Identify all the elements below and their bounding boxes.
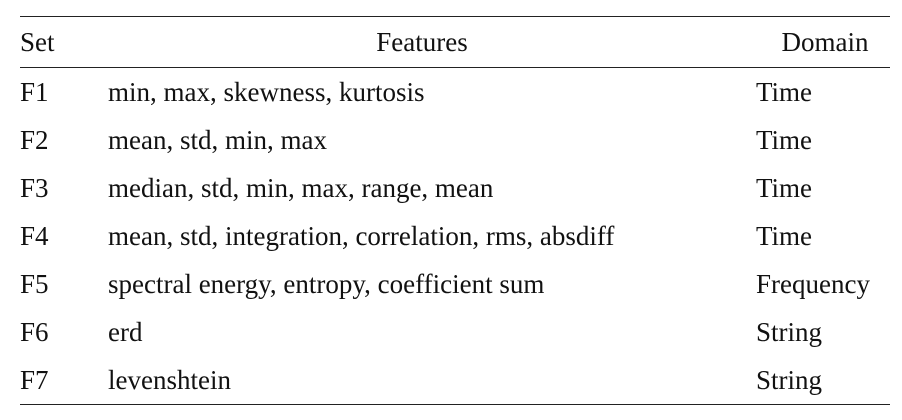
cell-domain: Time <box>756 125 813 155</box>
table-row: F2 mean, std, min, max Time <box>20 116 890 164</box>
table-row: F5 spectral energy, entropy, coefficient… <box>20 260 890 308</box>
cell-domain: Frequency <box>756 269 870 299</box>
table-row: F1 min, max, skewness, kurtosis Time <box>20 68 890 117</box>
cell-set: F7 <box>20 365 49 395</box>
cell-domain: Time <box>756 221 813 251</box>
cell-set: F4 <box>20 221 49 251</box>
cell-set: F6 <box>20 317 49 347</box>
header-set: Set <box>20 27 55 57</box>
cell-features: min, max, skewness, kurtosis <box>108 77 425 107</box>
table-row: F6 erd String <box>20 308 890 356</box>
cell-features: levenshtein <box>108 365 231 395</box>
cell-set: F2 <box>20 125 49 155</box>
cell-domain: Time <box>756 77 813 107</box>
table-row: F7 levenshtein String <box>20 356 890 405</box>
cell-features: mean, std, min, max <box>108 125 327 155</box>
cell-features: spectral energy, entropy, coefficient su… <box>108 269 545 299</box>
header-features: Features <box>376 27 468 57</box>
cell-domain: String <box>756 365 823 395</box>
cell-set: F1 <box>20 77 49 107</box>
header-row: Set Features Domain <box>20 16 890 68</box>
table-row: F4 mean, std, integration, correlation, … <box>20 212 890 260</box>
cell-features: median, std, min, max, range, mean <box>108 173 494 203</box>
table-body: F1 min, max, skewness, kurtosis Time F2 … <box>20 68 890 405</box>
feature-sets-table-container: Set Features Domain F1 min, max, skewnes… <box>20 16 890 405</box>
cell-features: erd <box>108 317 143 347</box>
cell-set: F5 <box>20 269 49 299</box>
feature-sets-table: Set Features Domain F1 min, max, skewnes… <box>20 16 890 405</box>
table-row: F3 median, std, min, max, range, mean Ti… <box>20 164 890 212</box>
cell-features: mean, std, integration, correlation, rms… <box>108 221 615 251</box>
header-domain: Domain <box>781 27 869 57</box>
cell-set: F3 <box>20 173 49 203</box>
table-header: Set Features Domain <box>20 16 890 68</box>
cell-domain: Time <box>756 173 813 203</box>
cell-domain: String <box>756 317 823 347</box>
